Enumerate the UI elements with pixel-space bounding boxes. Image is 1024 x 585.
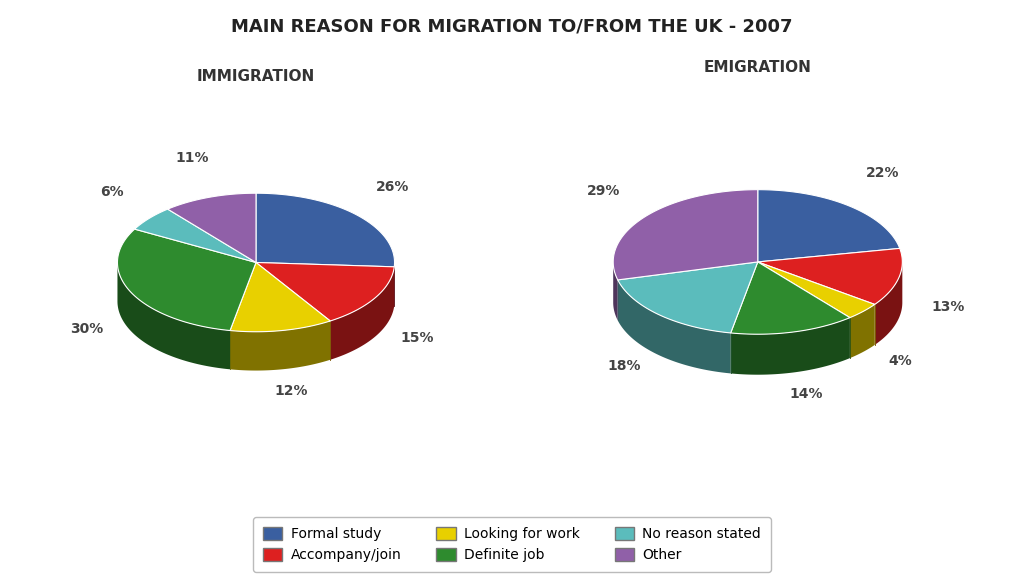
Text: 15%: 15%	[400, 331, 434, 345]
Text: 18%: 18%	[607, 360, 641, 373]
Polygon shape	[758, 190, 900, 262]
Text: 6%: 6%	[100, 185, 124, 199]
Polygon shape	[330, 267, 394, 360]
Text: 29%: 29%	[587, 184, 621, 198]
Polygon shape	[613, 190, 758, 280]
Polygon shape	[617, 262, 758, 333]
Legend: Formal study, Accompany/join, Looking for work, Definite job, No reason stated, : Formal study, Accompany/join, Looking fo…	[253, 517, 771, 572]
Polygon shape	[758, 249, 902, 304]
Text: 14%: 14%	[790, 387, 823, 401]
Polygon shape	[256, 193, 394, 267]
Polygon shape	[168, 193, 256, 263]
Polygon shape	[731, 318, 850, 375]
Polygon shape	[118, 229, 256, 331]
Polygon shape	[118, 263, 230, 369]
Polygon shape	[256, 263, 394, 321]
Text: 26%: 26%	[376, 180, 409, 194]
Polygon shape	[731, 262, 850, 334]
Text: 4%: 4%	[888, 355, 912, 369]
Polygon shape	[134, 209, 256, 263]
Text: 12%: 12%	[274, 384, 308, 398]
Text: 30%: 30%	[71, 322, 103, 336]
Polygon shape	[874, 262, 902, 345]
Polygon shape	[617, 280, 731, 373]
Polygon shape	[613, 263, 617, 321]
Text: MAIN REASON FOR MIGRATION TO/FROM THE UK - 2007: MAIN REASON FOR MIGRATION TO/FROM THE UK…	[231, 18, 793, 36]
Text: IMMIGRATION: IMMIGRATION	[197, 68, 315, 84]
Text: EMIGRATION: EMIGRATION	[703, 60, 812, 75]
Polygon shape	[850, 304, 874, 358]
Text: 22%: 22%	[865, 166, 899, 180]
Polygon shape	[230, 263, 330, 332]
Polygon shape	[758, 262, 874, 318]
Text: 11%: 11%	[176, 151, 209, 165]
Text: 13%: 13%	[932, 301, 965, 314]
Polygon shape	[230, 321, 330, 370]
